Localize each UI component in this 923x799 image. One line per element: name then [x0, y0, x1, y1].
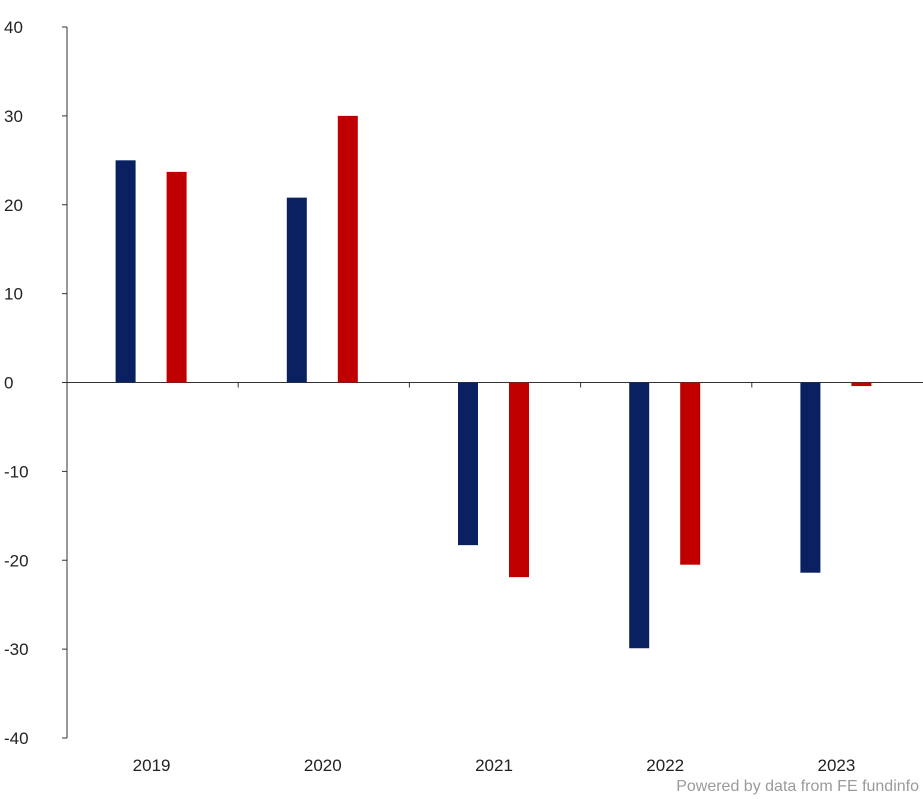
- bar-series-1-2022: [629, 382, 650, 649]
- y-tick-label: 20: [4, 196, 23, 215]
- y-tick-label: -20: [4, 551, 29, 570]
- x-tick-label: 2023: [817, 756, 855, 775]
- bar-series-2-2019: [166, 171, 187, 383]
- bar-series-1-2019: [115, 160, 136, 383]
- bars: [115, 115, 872, 649]
- y-tick-label: -10: [4, 462, 29, 481]
- bar-series-2-2020: [337, 115, 358, 383]
- y-tick-label: 0: [4, 374, 13, 393]
- x-tick-label: 2019: [133, 756, 171, 775]
- bar-chart: -40 -30 -20 -10 0 10 20 30 40 2019 2020 2021 2022 202…: [4, 18, 923, 775]
- y-tick-label: 30: [4, 107, 23, 126]
- tick-labels: -40 -30 -20 -10 0 10 20 30 40 2019 2020 2021 2022 202…: [4, 18, 855, 775]
- bar-series-2-2023: [851, 382, 872, 387]
- bar-series-1-2023: [800, 382, 821, 573]
- source-credit: Powered by data from FE fundinfo: [676, 778, 919, 795]
- x-tick-label: 2021: [475, 756, 513, 775]
- y-tick-label: -30: [4, 640, 29, 659]
- bar-series-2-2022: [680, 382, 701, 565]
- x-tick-label: 2020: [304, 756, 342, 775]
- bar-series-2-2021: [509, 382, 529, 578]
- axes: [62, 26, 923, 739]
- y-tick-label: -40: [4, 729, 29, 748]
- bar-series-1-2020: [286, 197, 307, 383]
- y-tick-label: 40: [4, 18, 23, 37]
- y-tick-label: 10: [4, 285, 23, 304]
- bar-series-1-2021: [458, 382, 478, 546]
- x-tick-label: 2022: [646, 756, 684, 775]
